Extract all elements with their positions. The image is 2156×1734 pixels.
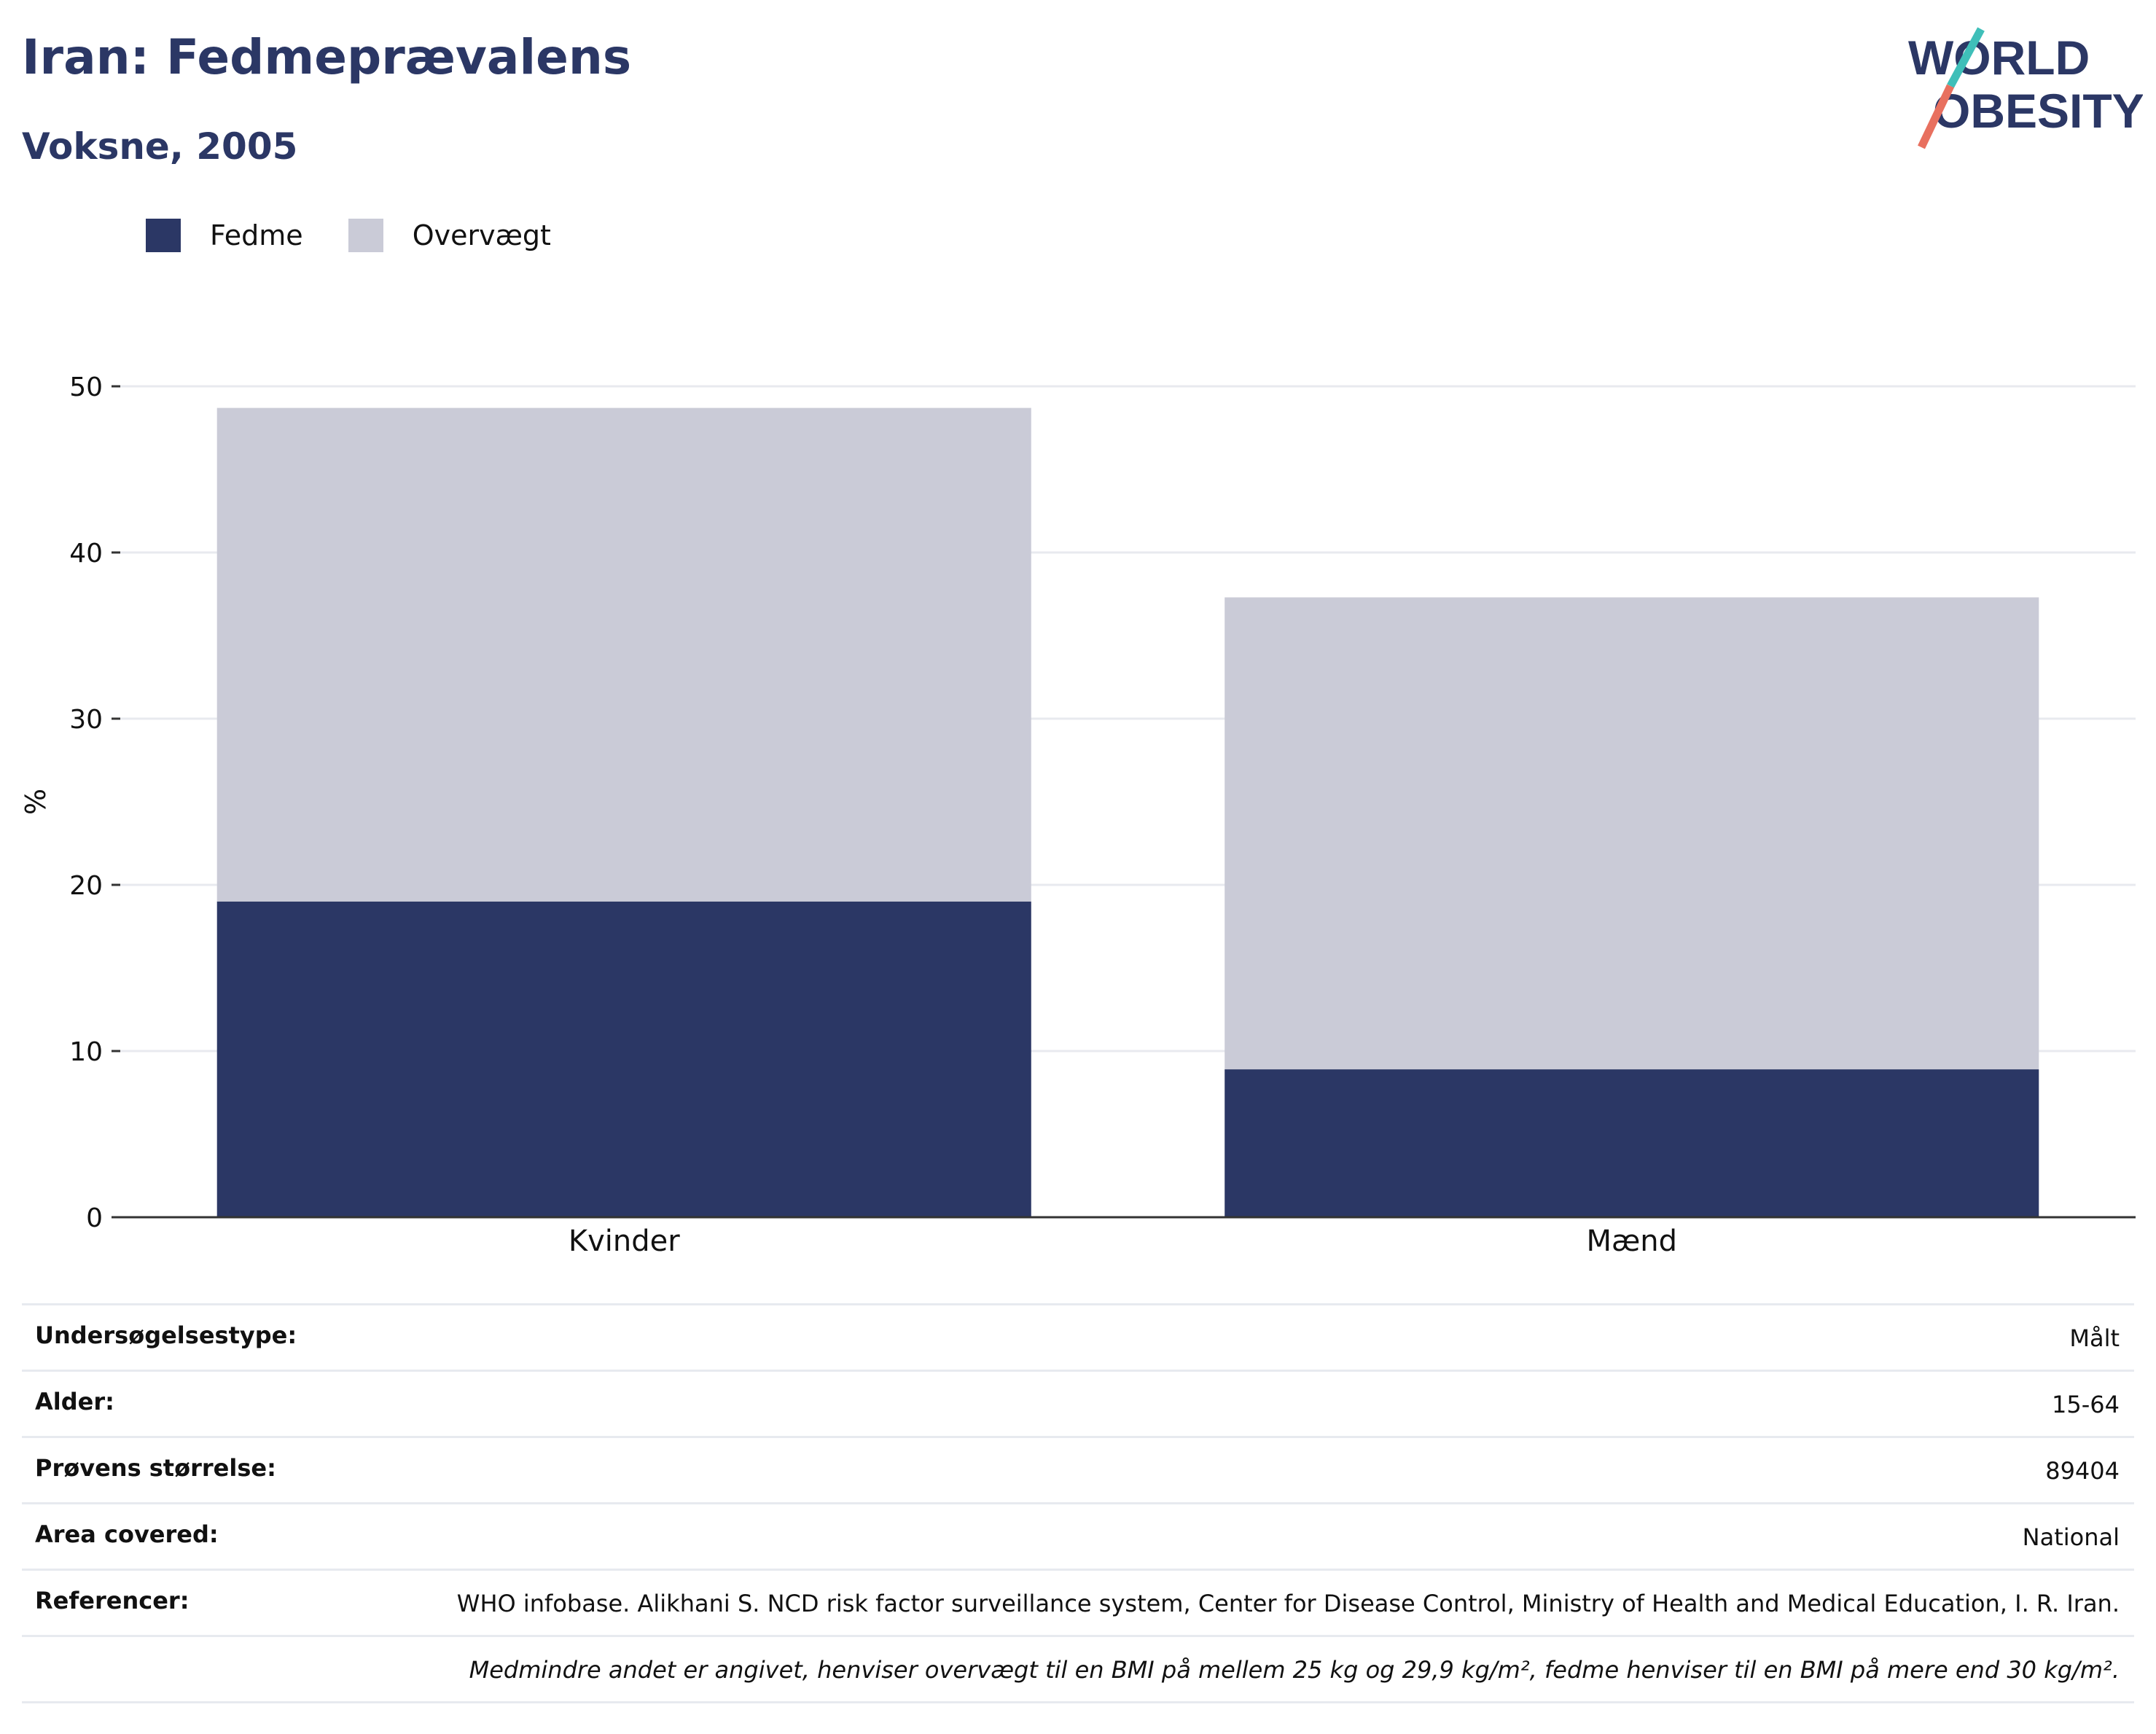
info-label-references: Referencer: (22, 1569, 356, 1636)
info-row-survey-type: Undersøgelsestype: Målt (22, 1303, 2134, 1371)
world-obesity-logo: WORLD OBESITY (1908, 27, 2143, 149)
bar-m-nd-overv-gt (1225, 597, 2039, 1070)
legend-item-overvaegt[interactable]: Overvægt (348, 219, 551, 252)
logo-text-world: WORLD (1908, 31, 2090, 85)
chart-legend: Fedme Overvægt (146, 219, 596, 252)
info-value-area: National (356, 1502, 2134, 1570)
legend-swatch-fedme (146, 219, 181, 252)
logo-slash-coral (1918, 84, 1954, 149)
y-tick-label-10: 10 (69, 1037, 103, 1067)
info-row-references: Referencer: WHO infobase. Alikhani S. NC… (22, 1569, 2134, 1636)
bar-m-nd-fedme (1225, 1069, 2039, 1217)
info-row-age: Alder: 15-64 (22, 1370, 2134, 1437)
info-value-references: WHO infobase. Alikhani S. NCD risk facto… (356, 1569, 2134, 1636)
logo-text-obesity: OBESITY (1933, 84, 2143, 138)
info-row-sample-size: Prøvens størrelse: 89404 (22, 1436, 2134, 1504)
bar-kvinder-overv-gt (216, 407, 1031, 902)
bmi-definition-note: Medmindre andet er angivet, henviser ove… (22, 1635, 2134, 1703)
y-tick-label-20: 20 (69, 871, 103, 901)
info-row-note: Medmindre andet er angivet, henviser ove… (22, 1635, 2134, 1703)
y-tick-label-50: 50 (69, 372, 103, 402)
legend-label-overvaegt: Overvægt (412, 219, 551, 251)
bar-kvinder-fedme (216, 901, 1031, 1217)
legend-swatch-overvaegt (348, 219, 383, 252)
info-label-survey-type: Undersøgelsestype: (22, 1303, 356, 1371)
legend-item-fedme[interactable]: Fedme (146, 219, 303, 252)
chart-subtitle: Voksne, 2005 (22, 125, 298, 168)
survey-info-table: Undersøgelsestype: Målt Alder: 15-64 Prø… (22, 1303, 2134, 1703)
y-tick-label-30: 30 (69, 705, 103, 735)
y-axis-label: % (20, 789, 52, 815)
legend-label-fedme: Fedme (210, 219, 303, 251)
info-label-area: Area covered: (22, 1502, 356, 1570)
info-label-age: Alder: (22, 1370, 356, 1437)
info-value-sample-size: 89404 (356, 1436, 2134, 1504)
chart-title: Iran: Fedmeprævalens (22, 29, 632, 85)
info-value-age: 15-64 (356, 1370, 2134, 1437)
info-row-area: Area covered: National (22, 1502, 2134, 1570)
info-label-sample-size: Prøvens størrelse: (22, 1436, 356, 1504)
x-tick-label-0: Kvinder (569, 1225, 680, 1258)
y-tick-label-40: 40 (69, 539, 103, 569)
x-tick-label-1: Mænd (1586, 1225, 1677, 1258)
stacked-bar-chart: 0 10 20 30 40 50% Kvinder Mænd (20, 372, 2136, 1258)
logo-slash-teal (1947, 27, 1985, 88)
y-tick-label-0: 0 (86, 1203, 103, 1233)
info-value-survey-type: Målt (356, 1303, 2134, 1371)
